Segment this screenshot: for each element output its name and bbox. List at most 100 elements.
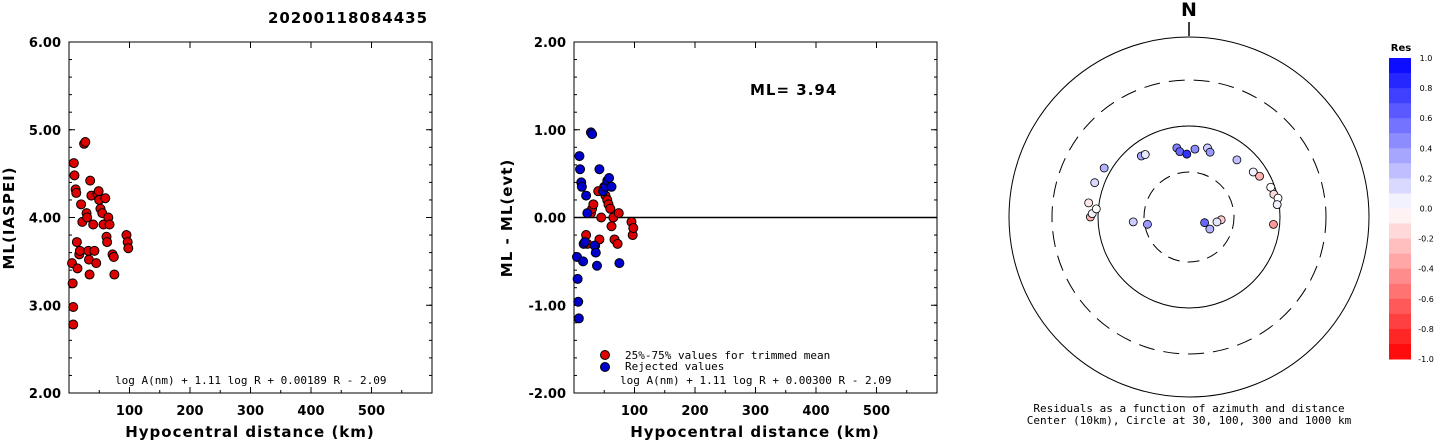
colorbar-tick-label: -0.4 [1418, 265, 1434, 274]
data-point [590, 247, 601, 258]
data-point [68, 319, 79, 330]
colorbar-swatch [1389, 253, 1411, 270]
data-point [68, 158, 79, 169]
station-markers [1084, 143, 1283, 234]
data-point [82, 212, 93, 223]
station-marker [1205, 224, 1215, 234]
data-point [628, 223, 639, 234]
x-axis-label: Hypocentral distance (km) [630, 423, 880, 441]
station-marker [1143, 219, 1152, 229]
legend-marker-rejected [600, 362, 610, 372]
y-tick-label: 5.00 [29, 124, 61, 139]
plot-title: Residuals as a function of azimuth and d… [1033, 402, 1344, 415]
colorbar-tick-label: 1.0 [1420, 54, 1433, 63]
data-point [85, 175, 96, 186]
colorbar-swatch [1389, 313, 1411, 330]
colorbar-swatch [1389, 178, 1411, 194]
data-point [578, 256, 589, 267]
colorbar-swatch [1389, 103, 1411, 119]
colorbar-swatch [1389, 223, 1411, 240]
y-tick-label: 2.00 [29, 387, 61, 402]
y-axis: 2.00 1.00 0.00 -1.00 -2.00 [529, 36, 937, 402]
data-point [574, 151, 585, 162]
x-axis: 100 200 300 400 500 [603, 42, 908, 419]
legend-label-rejected: Rejected values [625, 360, 724, 373]
y-tick-label: 4.00 [29, 212, 61, 227]
data-point [605, 203, 616, 214]
residual-colorbar: Res 1.0 0.8 0.6 0.4 0.2 0.0 -0.2 -0.4 -0.6 -0.8 -1… [1389, 43, 1434, 364]
x-tick-label: 300 [742, 404, 769, 419]
station-marker [1232, 155, 1242, 165]
x-tick-label: 100 [116, 404, 143, 419]
ml-value-label: ML= 3.94 [750, 81, 837, 99]
station-marker [1099, 163, 1109, 173]
colorbar-swatch [1389, 148, 1411, 164]
north-label: N [1181, 0, 1197, 21]
data-point [576, 181, 587, 192]
data-point [596, 212, 607, 223]
data-point [606, 221, 617, 232]
colorbar-tick-label: -0.8 [1418, 325, 1434, 334]
y-axis-label: ML(IASPEI) [0, 166, 18, 269]
data-point [573, 296, 584, 307]
data-point [71, 237, 82, 248]
data-point [74, 245, 85, 256]
x-tick-label: 400 [802, 404, 829, 419]
data-point [575, 164, 586, 175]
formula-text: log A(nm) + 1.11 log R + 0.00189 R - 2.0… [115, 374, 387, 387]
data-point [573, 313, 584, 324]
colorbar-tick-label: 0.8 [1420, 84, 1433, 93]
colorbar-swatch [1389, 283, 1411, 300]
station-marker [1090, 178, 1100, 188]
data-point [591, 260, 602, 271]
colorbar-swatch [1389, 88, 1411, 104]
figure-title: 20200118084435 [268, 9, 428, 27]
colorbar-tick-label: -1.0 [1418, 355, 1434, 364]
data-point [572, 273, 583, 284]
data-point [100, 193, 111, 204]
y-tick-label: 2.00 [534, 36, 566, 51]
y-tick-label: 0.00 [534, 212, 566, 227]
station-marker [1084, 198, 1094, 208]
station-marker [1255, 171, 1264, 181]
colorbar-swatches [1389, 58, 1411, 360]
colorbar-swatch [1389, 268, 1411, 285]
x-tick-label: 200 [681, 404, 708, 419]
data-point [72, 263, 83, 274]
colorbar-swatch [1389, 58, 1411, 74]
plot-frame [68, 41, 433, 394]
legend-label-trimmed: 25%-75% values for trimmed mean [625, 349, 830, 362]
data-point [579, 237, 590, 248]
data-point [69, 170, 80, 181]
x-axis-label: Hypocentral distance (km) [125, 423, 375, 441]
data-point [102, 237, 113, 248]
x-tick-label: 300 [237, 404, 264, 419]
ml-vs-distance-chart: 100 200 300 400 500 6.00 5.00 4.00 3.00 2.00 Hyp… [0, 36, 433, 441]
ml-residual-chart: 100 200 300 400 500 2.00 1.00 0.00 -1.00 -2.00 H… [498, 36, 938, 441]
colorbar-swatch [1389, 343, 1411, 360]
x-axis: 100 200 300 400 500 [98, 42, 403, 419]
data-point [108, 251, 119, 262]
data-point [606, 181, 617, 192]
data-point [588, 199, 599, 210]
y-tick-label: 1.00 [534, 124, 566, 139]
data-point [84, 269, 95, 280]
ring-30km [1143, 171, 1235, 263]
data-point [612, 238, 623, 249]
station-marker [1272, 200, 1282, 210]
colorbar-ticks: 1.0 0.8 0.6 0.4 0.2 0.0 -0.2 -0.4 -0.6 -0.8 -1.0 [1418, 54, 1434, 364]
data-point [71, 187, 82, 198]
data-point [123, 243, 134, 254]
ring-1000km [1008, 36, 1370, 398]
y-tick-label: 6.00 [29, 36, 61, 51]
station-marker [1200, 218, 1210, 228]
colorbar-swatch [1389, 133, 1411, 149]
colorbar-tick-label: -0.2 [1418, 235, 1434, 244]
colorbar-tick-label: 0.6 [1420, 114, 1433, 123]
station-marker [1182, 149, 1192, 159]
colorbar-tick-label: 0.2 [1420, 174, 1433, 183]
colorbar-swatch [1389, 193, 1411, 209]
ring-300km [1051, 79, 1327, 355]
colorbar-swatch [1389, 118, 1411, 134]
data-point [581, 190, 592, 201]
